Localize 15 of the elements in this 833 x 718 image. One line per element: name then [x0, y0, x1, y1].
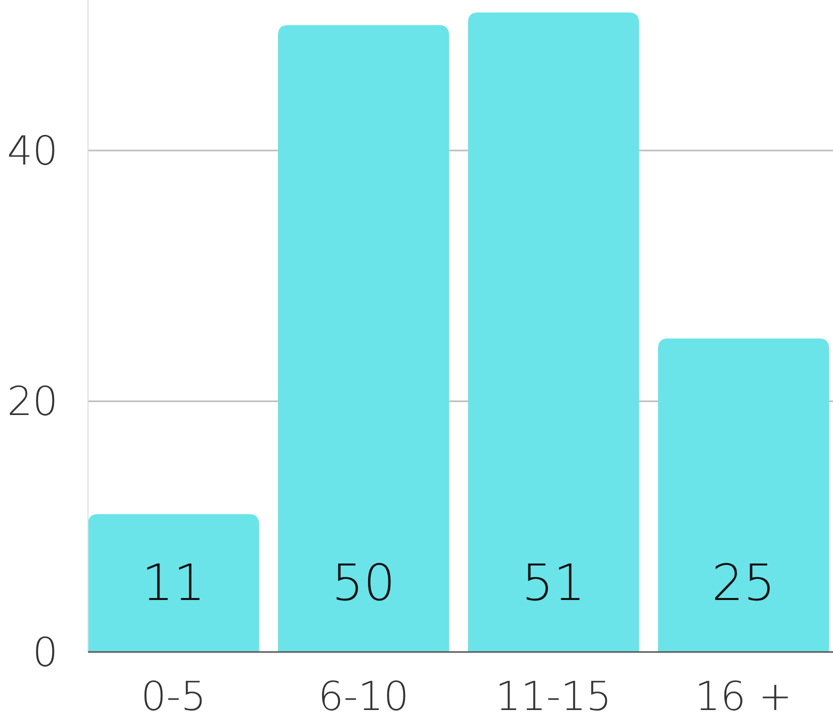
y-tick-label: 20: [7, 379, 58, 426]
x-tick-label: 11-15: [495, 674, 612, 718]
data-label: 50: [332, 554, 396, 612]
y-tick-label: 40: [7, 128, 58, 174]
data-label: 25: [712, 554, 776, 612]
bar: [278, 25, 449, 652]
data-label: 11: [142, 554, 206, 612]
data-label: 51: [522, 554, 586, 612]
bar: [468, 12, 639, 652]
bar: [88, 514, 259, 652]
x-tick-label: 6-10: [318, 674, 409, 718]
x-tick-label: 16 +: [694, 674, 792, 718]
x-tick-label: 0-5: [140, 674, 206, 718]
bar: [658, 338, 829, 652]
y-tick-label: 0: [32, 630, 58, 676]
